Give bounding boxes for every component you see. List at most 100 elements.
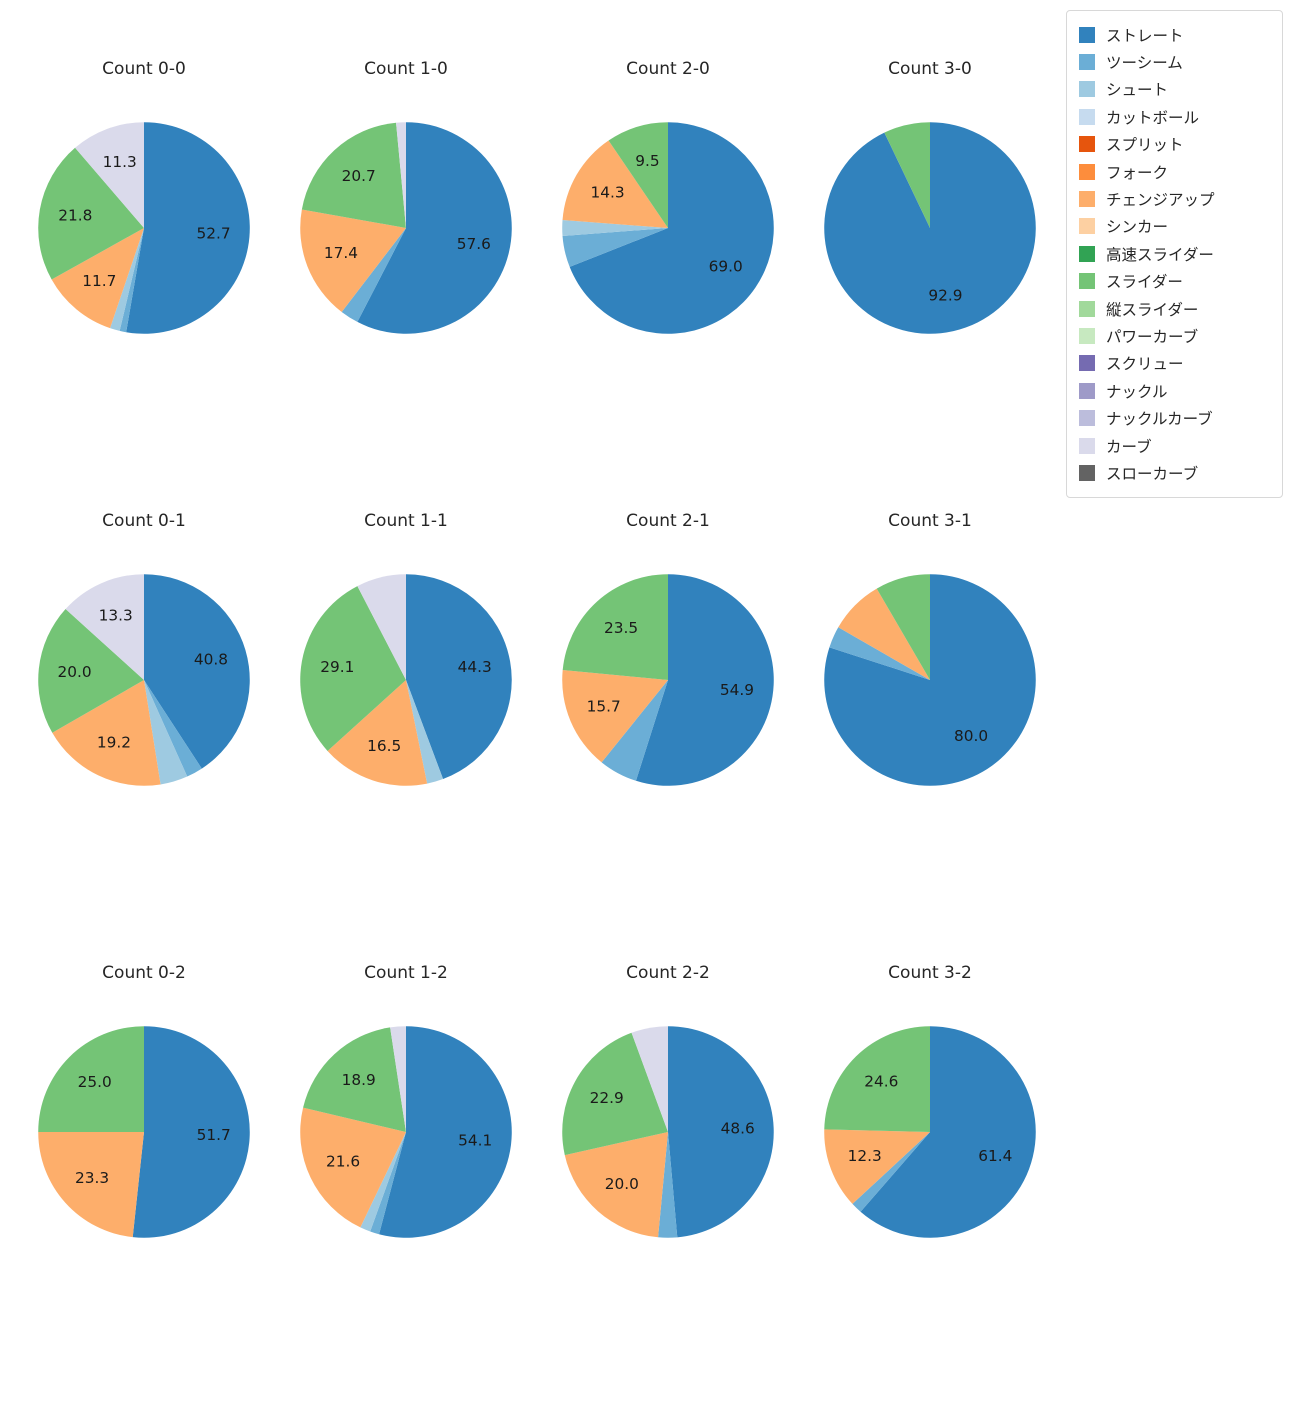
pie-slice — [406, 574, 512, 780]
legend-item: 高速スライダー — [1079, 240, 1272, 267]
slice-label: 20.0 — [605, 1175, 639, 1193]
legend-swatch — [1079, 382, 1095, 399]
legend-label: ナックルカーブ — [1106, 410, 1213, 429]
legend-label: パワーカーブ — [1106, 327, 1199, 346]
pie-chart: 61.4 12.3 24.6 — [824, 1026, 1036, 1238]
pie-slice — [303, 1027, 406, 1132]
legend-swatch — [1079, 163, 1095, 180]
pie-chart: 92.9 — [824, 122, 1036, 334]
legend-swatch — [1079, 437, 1095, 454]
slice-label: 29.1 — [320, 658, 354, 676]
legend-swatch — [1079, 26, 1095, 43]
pie-slice — [341, 228, 406, 322]
legend-item: スプリット — [1079, 131, 1272, 158]
pie-slice — [658, 1132, 678, 1238]
legend-label: カットボール — [1106, 108, 1200, 127]
legend-label: 高速スライダー — [1106, 245, 1214, 264]
pie-slice — [824, 574, 1036, 786]
pie-chart: 54.9 15.7 23.5 — [562, 574, 774, 786]
slice-label: 19.2 — [97, 733, 131, 751]
slice-label: 48.6 — [721, 1119, 755, 1137]
chart-cell: Count 1-1 44.3 16.5 29.1 — [275, 508, 537, 960]
chart-cell: Count 2-1 54.9 15.7 23.5 — [537, 508, 799, 960]
slice-label: 20.0 — [58, 663, 92, 681]
pie-slice — [608, 122, 668, 228]
legend-label: カーブ — [1106, 437, 1152, 456]
pie-slice — [562, 140, 668, 228]
slice-label: 15.7 — [587, 698, 621, 716]
slice-label: 54.9 — [720, 681, 754, 699]
slice-label: 23.5 — [604, 619, 638, 637]
pie-slice — [824, 1026, 930, 1132]
pie-slice — [569, 122, 774, 334]
pie-slice — [126, 122, 250, 334]
pie-slice — [562, 670, 668, 763]
slice-label: 61.4 — [978, 1147, 1012, 1165]
legend-swatch — [1079, 300, 1095, 317]
pie-slice — [824, 1129, 930, 1204]
pie-slice — [119, 228, 144, 333]
legend-item: フォーク — [1079, 158, 1272, 185]
pie-slice — [829, 627, 930, 680]
legend-item: チェンジアップ — [1079, 185, 1272, 212]
legend-label: スクリュー — [1106, 355, 1184, 374]
slice-label: 12.3 — [848, 1147, 882, 1165]
slice-label: 14.3 — [591, 184, 625, 202]
legend-label: シュート — [1106, 81, 1169, 100]
legend-label: ストレート — [1106, 26, 1184, 45]
legend-label: チェンジアップ — [1106, 191, 1215, 210]
slice-label: 25.0 — [78, 1073, 112, 1091]
pie-slice — [390, 1026, 406, 1132]
pie-chart: 40.8 19.2 20.0 13.3 — [38, 574, 250, 786]
legend-item: ツーシーム — [1079, 48, 1272, 75]
chart-title: Count 1-1 — [364, 511, 448, 531]
pie-slice — [360, 1132, 406, 1232]
legend-item: シンカー — [1079, 213, 1272, 240]
legend-label: シンカー — [1106, 218, 1169, 237]
legend-item: スライダー — [1079, 268, 1272, 295]
pie-slice — [144, 680, 188, 785]
pie-chart: 80.0 — [824, 574, 1036, 786]
slice-label: 21.8 — [58, 206, 92, 224]
legend-item: ナックルカーブ — [1079, 404, 1272, 431]
legend-swatch — [1079, 464, 1095, 481]
legend-label: ナックル — [1106, 382, 1168, 401]
legend-label: 縦スライダー — [1106, 300, 1199, 319]
legend-swatch — [1079, 355, 1095, 372]
legend-item: スローカーブ — [1079, 459, 1272, 486]
pie-chart: 69.0 14.3 9.5 — [562, 122, 774, 334]
slice-label: 11.3 — [103, 153, 137, 171]
slice-label: 18.9 — [342, 1071, 376, 1089]
legend-label: ツーシーム — [1106, 54, 1183, 73]
slice-label: 17.4 — [324, 244, 358, 262]
chart-title: Count 2-0 — [626, 59, 710, 79]
slice-label: 40.8 — [194, 651, 228, 669]
pie-slice — [876, 574, 930, 680]
legend-item: 縦スライダー — [1079, 295, 1272, 322]
pie-slice — [38, 609, 145, 733]
legend-item: カーブ — [1079, 432, 1272, 459]
slice-label: 11.7 — [82, 272, 116, 290]
slice-label: 9.5 — [635, 152, 659, 170]
pie-slice — [301, 122, 406, 228]
legend-label: スローカーブ — [1106, 464, 1199, 483]
pie-slice — [75, 122, 144, 228]
legend-label: スライダー — [1106, 273, 1183, 292]
slice-label: 92.9 — [928, 287, 962, 305]
pie-slice — [110, 228, 144, 331]
slice-label: 21.6 — [326, 1153, 360, 1171]
legend-swatch — [1079, 245, 1095, 262]
chart-cell: Count 3-2 61.4 12.3 24.6 — [799, 960, 1061, 1412]
legend-item: スクリュー — [1079, 350, 1272, 377]
pie-slice — [38, 1132, 144, 1238]
pie-chart: 57.6 17.4 20.7 — [300, 122, 512, 334]
chart-title: Count 2-1 — [626, 511, 710, 531]
pie-slice — [144, 680, 202, 777]
pie-slice — [564, 1132, 668, 1238]
pie-slice — [357, 122, 512, 334]
slice-label: 54.1 — [458, 1131, 492, 1149]
chart-cell: Count 2-2 48.6 20.0 22.9 — [537, 960, 799, 1412]
pie-chart: 52.7 11.7 21.8 11.3 — [38, 122, 250, 334]
slice-label: 22.9 — [590, 1089, 624, 1107]
chart-cell: Count 3-1 80.0 — [799, 508, 1061, 960]
